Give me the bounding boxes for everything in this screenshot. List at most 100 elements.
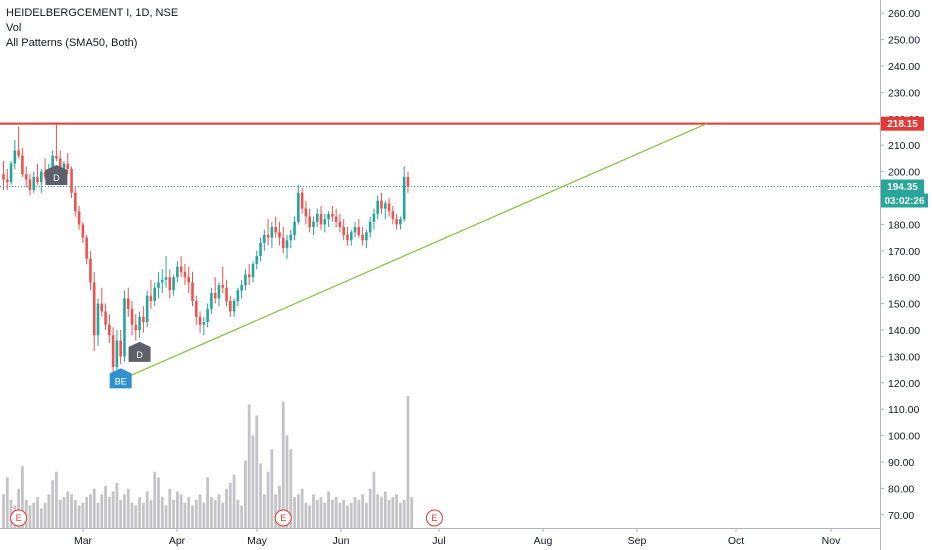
volume-bar — [380, 497, 383, 528]
candle-body — [210, 293, 213, 309]
volume-bar — [160, 497, 164, 528]
candle-body — [5, 179, 9, 183]
candle-body — [244, 274, 247, 286]
candle — [2, 161, 5, 191]
pattern-marker-label: D — [53, 173, 60, 183]
y-tick-label: 180.00 — [888, 219, 920, 231]
drawing-lines[interactable] — [0, 122, 880, 383]
candle-body — [342, 227, 345, 235]
volume-bar — [308, 505, 312, 528]
candle — [111, 327, 115, 378]
candle — [255, 250, 259, 270]
volume-bar — [153, 471, 157, 528]
x-tick-label: Mar — [74, 535, 93, 547]
candle-body — [43, 171, 47, 177]
candle-body — [81, 224, 85, 238]
countdown-label: 03:02:26 — [884, 196, 924, 207]
candle — [372, 208, 376, 230]
volume-bar — [130, 502, 134, 528]
volume-bar — [410, 497, 414, 528]
volume-bar — [2, 494, 5, 528]
volume-bar — [315, 499, 319, 528]
candle-body — [232, 300, 236, 312]
candle — [353, 221, 357, 238]
candle-body — [365, 232, 368, 241]
candle — [5, 168, 9, 191]
candle-body — [319, 213, 323, 225]
candle — [387, 198, 391, 217]
candles — [2, 122, 410, 381]
symbol-title[interactable]: HEIDELBERGCEMENT I, 1D, NSE — [6, 7, 179, 19]
candle — [365, 229, 368, 249]
candle-body — [383, 203, 387, 209]
candle-body — [66, 163, 70, 169]
volume-bar — [406, 396, 410, 528]
pattern-marker-label: D — [136, 350, 143, 360]
x-tick-label: Apr — [169, 535, 186, 547]
candle — [349, 229, 353, 246]
candle — [202, 316, 206, 336]
pattern-markers[interactable]: D BE D E E E — [10, 165, 443, 527]
pattern-legend[interactable]: All Patterns (SMA50, Both) — [6, 37, 138, 49]
y-tick-label: 210.00 — [888, 140, 920, 152]
candle — [323, 213, 327, 233]
candle-body — [138, 316, 141, 330]
volume-bar — [119, 499, 123, 528]
candle — [383, 200, 387, 220]
price-tag-label: 194.35 — [887, 182, 918, 193]
volume-bar — [244, 460, 247, 528]
candle — [9, 161, 13, 185]
candle-body — [247, 274, 251, 278]
price-tag: 218.15 — [881, 116, 924, 131]
candle — [176, 261, 179, 283]
volume-bar — [5, 477, 9, 528]
volume-bar — [202, 502, 206, 528]
candle-body — [123, 298, 126, 357]
candle — [293, 216, 296, 241]
candle — [55, 122, 58, 162]
volume-bar — [247, 404, 251, 528]
candle-body — [142, 316, 145, 323]
candle-body — [278, 232, 281, 238]
candle — [380, 192, 383, 214]
volume-bar — [183, 502, 187, 528]
volume-bar — [376, 494, 380, 528]
candle — [251, 261, 255, 283]
candle — [274, 216, 277, 238]
y-tick-label: 130.00 — [888, 351, 920, 363]
y-tick-label: 70.00 — [888, 510, 914, 522]
candle-body — [387, 203, 391, 212]
candle-body — [104, 311, 107, 325]
pattern-marker-label: BE — [115, 376, 127, 386]
volume-bar — [111, 491, 115, 528]
y-tick-label: 200.00 — [888, 167, 920, 179]
y-tick-label: 150.00 — [888, 299, 920, 311]
candle — [77, 205, 81, 230]
candle — [85, 234, 88, 264]
candle-body — [24, 174, 28, 180]
candle — [263, 229, 266, 251]
candle-body — [74, 192, 77, 212]
candle-body — [312, 221, 315, 228]
volume-bar — [62, 497, 66, 528]
candle-body — [391, 211, 395, 220]
price-tag-label: 218.15 — [887, 119, 918, 130]
volume-bar — [81, 502, 85, 528]
candle-body — [115, 340, 119, 367]
candle-body — [372, 213, 376, 222]
candle-body — [221, 285, 225, 288]
volume-bar — [221, 502, 225, 528]
candle — [157, 271, 160, 299]
candle-body — [134, 324, 138, 330]
candle-body — [334, 216, 338, 222]
volume-bar — [402, 499, 406, 528]
volume-bar — [210, 497, 213, 528]
volume-legend[interactable]: Vol — [6, 22, 22, 34]
candle-body — [55, 155, 58, 159]
candle-body — [225, 287, 228, 301]
candle — [13, 139, 17, 169]
candle — [21, 147, 24, 177]
volume-bar — [330, 499, 334, 528]
candle-body — [380, 200, 383, 209]
